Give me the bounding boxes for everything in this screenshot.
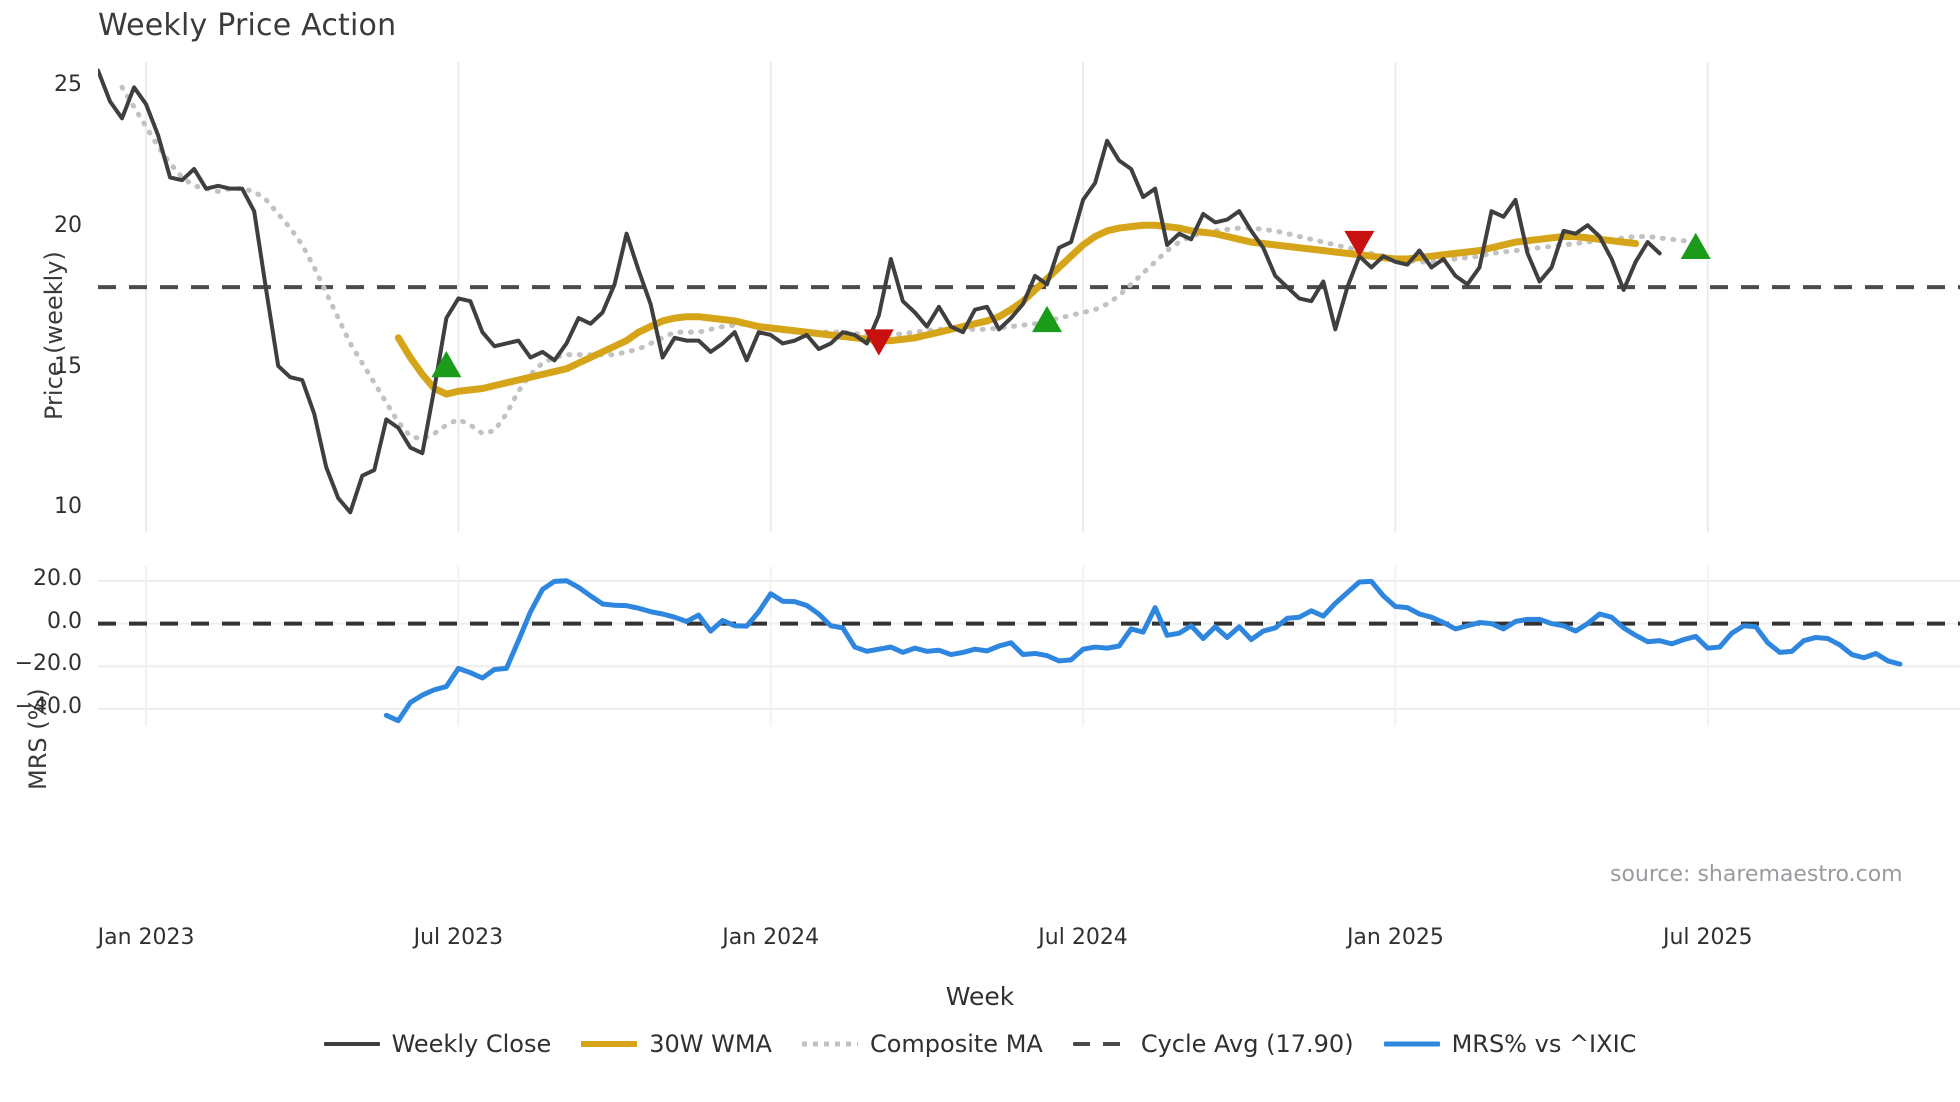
legend-swatch-icon (581, 1033, 638, 1055)
week-xtick-label: Jan 2024 (722, 925, 820, 950)
legend-swatch-icon (323, 1033, 380, 1055)
legend-label: Composite MA (869, 1030, 1043, 1058)
legend-item-30w-wma[interactable]: 30W WMA (581, 1030, 772, 1058)
sell-signal-marker[interactable] (863, 329, 894, 356)
week-xtick-label: Jul 2023 (413, 925, 504, 950)
legend-label: MRS% vs ^IXIC (1451, 1030, 1637, 1058)
legend-label: Cycle Avg (17.90) (1140, 1030, 1354, 1058)
week-xtick-label: Jul 2025 (1662, 925, 1753, 950)
legend-item-mrs-vs-ixic[interactable]: MRS% vs ^IXIC (1383, 1030, 1637, 1058)
legend-swatch-icon (801, 1033, 858, 1055)
price-ytick-label: 10 (54, 494, 82, 520)
week-xtick-label: Jul 2024 (1038, 925, 1128, 950)
source-attribution: source: sharemaestro.com (1610, 862, 1903, 887)
legend-item-weekly-close[interactable]: Weekly Close (323, 1030, 552, 1058)
week-xtick-label: Jan 2025 (1346, 925, 1444, 950)
week-axis-label: Week (945, 982, 1015, 1011)
price-ytick-label: 25 (54, 72, 82, 98)
legend-item-cycle-avg-17-90[interactable]: Cycle Avg (17.90) (1072, 1030, 1354, 1058)
signal-markers-group (431, 230, 1711, 378)
mrs-ytick-label: 20.0 (33, 565, 82, 591)
buy-signal-marker[interactable] (431, 350, 462, 378)
series-weekly-close (98, 68, 1662, 515)
mrs-ytick-label: 0.0 (47, 608, 82, 634)
chart-plot-area (98, 62, 1960, 726)
mrs-gridlines (98, 566, 1960, 726)
legend-label: Weekly Close (391, 1030, 552, 1058)
legend-swatch-icon (1072, 1033, 1129, 1055)
series-mrs-pct (383, 578, 1903, 724)
legend-item-composite-ma[interactable]: Composite MA (801, 1030, 1043, 1058)
chart-legend: Weekly Close 30W WMA Composite MA Cycle Avg… (0, 1030, 1960, 1058)
buy-signal-marker[interactable] (1680, 232, 1711, 259)
legend-swatch-icon (1383, 1033, 1440, 1055)
mrs-ytick-label: −20.0 (14, 651, 82, 677)
series-30w-wma (394, 221, 1640, 398)
legend-label: 30W WMA (649, 1030, 772, 1058)
mrs-series-group (383, 578, 1903, 724)
price-ytick-label: 15 (54, 353, 82, 379)
series-composite-ma (119, 84, 1699, 442)
price-ytick-label: 20 (54, 213, 82, 239)
sell-signal-marker[interactable] (1344, 230, 1375, 258)
price-series-group (98, 68, 1699, 515)
buy-signal-marker[interactable] (1032, 305, 1063, 333)
page-title: Weekly Price Action (98, 8, 397, 43)
week-xtick-label: Jan 2023 (97, 925, 195, 950)
mrs-ytick-label: −40.0 (14, 693, 82, 719)
